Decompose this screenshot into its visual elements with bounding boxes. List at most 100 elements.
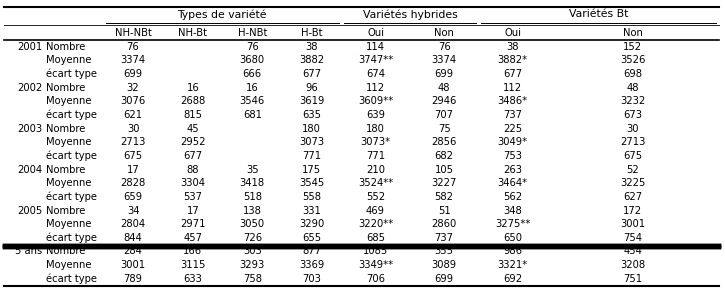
Text: Nombre: Nombre (46, 206, 86, 215)
Text: 2713: 2713 (120, 137, 146, 147)
Text: 2004: 2004 (17, 165, 42, 175)
Text: 737: 737 (503, 110, 522, 120)
Text: 673: 673 (624, 110, 642, 120)
Text: 210: 210 (366, 165, 385, 175)
Text: 35: 35 (246, 165, 259, 175)
Text: 682: 682 (434, 151, 454, 161)
Text: Non: Non (434, 27, 454, 38)
Text: 348: 348 (503, 206, 522, 215)
Text: 51: 51 (438, 206, 450, 215)
Text: 3073*: 3073* (360, 137, 391, 147)
Text: 3290: 3290 (299, 219, 324, 229)
Text: 454: 454 (624, 246, 642, 256)
Text: 3464*: 3464* (497, 178, 528, 188)
Text: 48: 48 (438, 83, 450, 93)
Text: 3049*: 3049* (497, 137, 528, 147)
Text: 562: 562 (503, 192, 522, 202)
Text: 815: 815 (183, 110, 202, 120)
Text: 2001: 2001 (17, 42, 42, 52)
Text: Nombre: Nombre (46, 83, 86, 93)
Text: 76: 76 (438, 42, 450, 52)
Text: 355: 355 (434, 246, 454, 256)
Text: 3619: 3619 (299, 96, 324, 106)
Text: 303: 303 (243, 246, 262, 256)
Text: 518: 518 (243, 192, 262, 202)
Text: écart type: écart type (46, 151, 97, 161)
Text: 726: 726 (243, 233, 262, 243)
Text: 2946: 2946 (431, 96, 457, 106)
Text: 16: 16 (186, 83, 199, 93)
Text: 737: 737 (434, 233, 454, 243)
Text: 3001: 3001 (120, 260, 146, 270)
Text: 635: 635 (302, 110, 321, 120)
Text: 331: 331 (302, 206, 321, 215)
Text: 2860: 2860 (431, 219, 457, 229)
Text: 172: 172 (624, 206, 642, 215)
Text: 457: 457 (183, 233, 202, 243)
Text: 675: 675 (624, 151, 642, 161)
Text: 3089: 3089 (431, 260, 457, 270)
Text: 627: 627 (624, 192, 642, 202)
Text: Nombre: Nombre (46, 246, 86, 256)
Text: 699: 699 (434, 69, 454, 79)
Text: 3220**: 3220** (358, 219, 393, 229)
Text: 771: 771 (302, 151, 321, 161)
Text: 52: 52 (626, 165, 639, 175)
Text: 706: 706 (366, 274, 385, 284)
Text: 698: 698 (624, 69, 642, 79)
Text: 112: 112 (366, 83, 385, 93)
Text: NH-NBt: NH-NBt (115, 27, 152, 38)
Text: 34: 34 (127, 206, 139, 215)
Text: 3882: 3882 (299, 55, 324, 65)
Text: 3545: 3545 (299, 178, 324, 188)
Text: 2005: 2005 (17, 206, 42, 215)
Text: 3293: 3293 (240, 260, 265, 270)
Text: 659: 659 (123, 192, 143, 202)
Text: 650: 650 (503, 233, 522, 243)
Text: 16: 16 (246, 83, 259, 93)
Text: 2804: 2804 (120, 219, 146, 229)
Text: Moyenne: Moyenne (46, 260, 92, 270)
Text: 30: 30 (626, 124, 639, 134)
Text: 166: 166 (183, 246, 202, 256)
Text: 537: 537 (183, 192, 202, 202)
Text: 180: 180 (302, 124, 321, 134)
Text: 17: 17 (186, 206, 199, 215)
Text: 45: 45 (186, 124, 199, 134)
Text: 48: 48 (626, 83, 639, 93)
Text: 751: 751 (624, 274, 642, 284)
Text: 32: 32 (127, 83, 139, 93)
Text: 469: 469 (366, 206, 385, 215)
Text: 655: 655 (302, 233, 321, 243)
Text: 758: 758 (243, 274, 262, 284)
Text: 681: 681 (243, 110, 262, 120)
Text: 692: 692 (503, 274, 522, 284)
Text: 3374: 3374 (431, 55, 457, 65)
Text: 677: 677 (183, 151, 202, 161)
Text: Nombre: Nombre (46, 42, 86, 52)
Text: 677: 677 (302, 69, 321, 79)
Text: 3747**: 3747** (358, 55, 393, 65)
Text: Moyenne: Moyenne (46, 55, 92, 65)
Text: 76: 76 (127, 42, 139, 52)
Text: Non: Non (623, 27, 643, 38)
Text: 2003: 2003 (17, 124, 42, 134)
Text: 30: 30 (127, 124, 139, 134)
Text: 5 ans: 5 ans (14, 246, 42, 256)
Text: 2828: 2828 (120, 178, 146, 188)
Text: 621: 621 (123, 110, 143, 120)
Text: écart type: écart type (46, 192, 97, 202)
Text: 3524**: 3524** (358, 178, 393, 188)
Text: 263: 263 (503, 165, 522, 175)
Text: 2713: 2713 (620, 137, 645, 147)
Text: Oui: Oui (504, 27, 521, 38)
Text: écart type: écart type (46, 274, 97, 284)
Text: 3486*: 3486* (497, 96, 528, 106)
Text: Variétés Bt: Variétés Bt (569, 9, 629, 19)
Text: 675: 675 (123, 151, 143, 161)
Text: 552: 552 (366, 192, 385, 202)
Text: Moyenne: Moyenne (46, 96, 92, 106)
Text: 633: 633 (183, 274, 202, 284)
Text: 2952: 2952 (180, 137, 206, 147)
Text: 180: 180 (366, 124, 385, 134)
